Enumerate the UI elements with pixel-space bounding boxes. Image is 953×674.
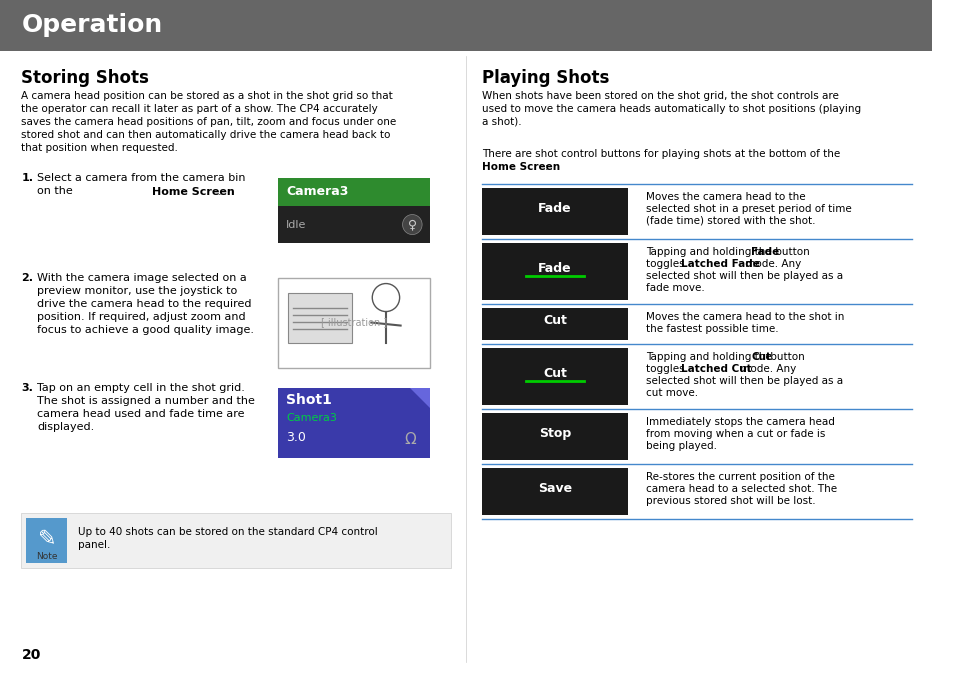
Text: Moves the camera head to the: Moves the camera head to the: [645, 191, 804, 202]
Text: Fade: Fade: [537, 202, 571, 214]
Bar: [278, 206, 430, 243]
Text: Fade: Fade: [751, 247, 779, 257]
Text: button: button: [766, 352, 803, 361]
Text: the fastest possible time.: the fastest possible time.: [645, 324, 778, 334]
Text: Immediately stops the camera head: Immediately stops the camera head: [645, 417, 834, 427]
Circle shape: [372, 284, 399, 311]
Text: There are shot control buttons for playing shots at the bottom of the: There are shot control buttons for playi…: [481, 148, 839, 158]
Text: camera head to a selected shot. The: camera head to a selected shot. The: [645, 483, 836, 493]
Text: previous stored shot will be lost.: previous stored shot will be lost.: [645, 495, 815, 506]
Text: Note: Note: [36, 552, 57, 561]
Bar: [481, 307, 628, 340]
Text: 20: 20: [22, 648, 41, 662]
Text: Select a camera from the camera bin
on the: Select a camera from the camera bin on t…: [37, 173, 245, 195]
Text: Stop: Stop: [538, 427, 571, 439]
Text: toggles: toggles: [645, 363, 687, 373]
Bar: [278, 278, 430, 367]
Text: cut move.: cut move.: [645, 388, 698, 398]
Bar: [278, 177, 430, 206]
Text: When shots have been stored on the shot grid, the shot controls are
used to move: When shots have been stored on the shot …: [481, 90, 860, 127]
Bar: [0, 0, 931, 51]
Text: Save: Save: [537, 481, 572, 495]
Circle shape: [402, 214, 421, 235]
Text: Tapping and holding the: Tapping and holding the: [645, 352, 774, 361]
Bar: [481, 187, 628, 235]
Text: Operation: Operation: [22, 13, 163, 37]
Text: selected shot in a preset period of time: selected shot in a preset period of time: [645, 204, 851, 214]
Bar: [278, 388, 430, 458]
Text: 1.: 1.: [22, 173, 33, 183]
Text: button: button: [771, 247, 808, 257]
Text: Shot1: Shot1: [286, 392, 332, 406]
Text: Fade: Fade: [537, 262, 571, 274]
Text: selected shot will then be played as a: selected shot will then be played as a: [645, 375, 842, 386]
Bar: [481, 243, 628, 299]
Text: toggles: toggles: [645, 259, 687, 268]
Text: ✎: ✎: [37, 530, 56, 549]
Text: Idle: Idle: [286, 220, 306, 230]
Bar: [481, 412, 628, 460]
Text: Latched Cut: Latched Cut: [680, 363, 751, 373]
Text: .: .: [217, 187, 221, 197]
Text: Cut: Cut: [542, 367, 566, 379]
Text: mode. Any: mode. Any: [736, 363, 796, 373]
Bar: [27, 518, 68, 563]
Text: 2.: 2.: [22, 272, 33, 282]
Text: Re-stores the current position of the: Re-stores the current position of the: [645, 472, 834, 481]
Bar: [481, 348, 628, 404]
Bar: [481, 468, 628, 514]
Bar: [22, 512, 451, 568]
Text: from moving when a cut or fade is: from moving when a cut or fade is: [645, 429, 824, 439]
Polygon shape: [410, 388, 430, 408]
Text: being played.: being played.: [645, 441, 716, 450]
Text: 3.0: 3.0: [286, 431, 306, 444]
Bar: [288, 293, 352, 342]
Text: Home Screen: Home Screen: [481, 162, 559, 172]
Text: mode. Any: mode. Any: [741, 259, 801, 268]
Text: With the camera image selected on a
preview monitor, use the joystick to
drive t: With the camera image selected on a prev…: [37, 272, 253, 336]
Text: Storing Shots: Storing Shots: [22, 69, 150, 86]
Text: Camera3: Camera3: [286, 185, 348, 198]
Text: Tapping and holding the: Tapping and holding the: [645, 247, 774, 257]
Text: ♀: ♀: [407, 218, 416, 231]
Text: Latched Fade: Latched Fade: [680, 259, 760, 268]
Text: Playing Shots: Playing Shots: [481, 69, 608, 86]
Text: [ illustration ]: [ illustration ]: [321, 317, 387, 328]
Text: :: :: [545, 162, 548, 172]
Text: Tap on an empty cell in the shot grid.
The shot is assigned a number and the
cam: Tap on an empty cell in the shot grid. T…: [37, 383, 254, 432]
Text: Home Screen: Home Screen: [152, 187, 235, 197]
Text: Moves the camera head to the shot in: Moves the camera head to the shot in: [645, 311, 843, 321]
Text: Cut: Cut: [751, 352, 771, 361]
Text: A camera head position can be stored as a shot in the shot grid so that
the oper: A camera head position can be stored as …: [22, 90, 396, 154]
Text: Up to 40 shots can be stored on the standard CP4 control
panel.: Up to 40 shots can be stored on the stan…: [78, 526, 377, 550]
Text: fade move.: fade move.: [645, 282, 704, 293]
Text: selected shot will then be played as a: selected shot will then be played as a: [645, 270, 842, 280]
Text: Cut: Cut: [542, 314, 566, 327]
Text: Camera3: Camera3: [286, 412, 336, 423]
Text: (fade time) stored with the shot.: (fade time) stored with the shot.: [645, 216, 815, 226]
Text: Ω: Ω: [404, 432, 416, 447]
Text: 3.: 3.: [22, 383, 33, 392]
